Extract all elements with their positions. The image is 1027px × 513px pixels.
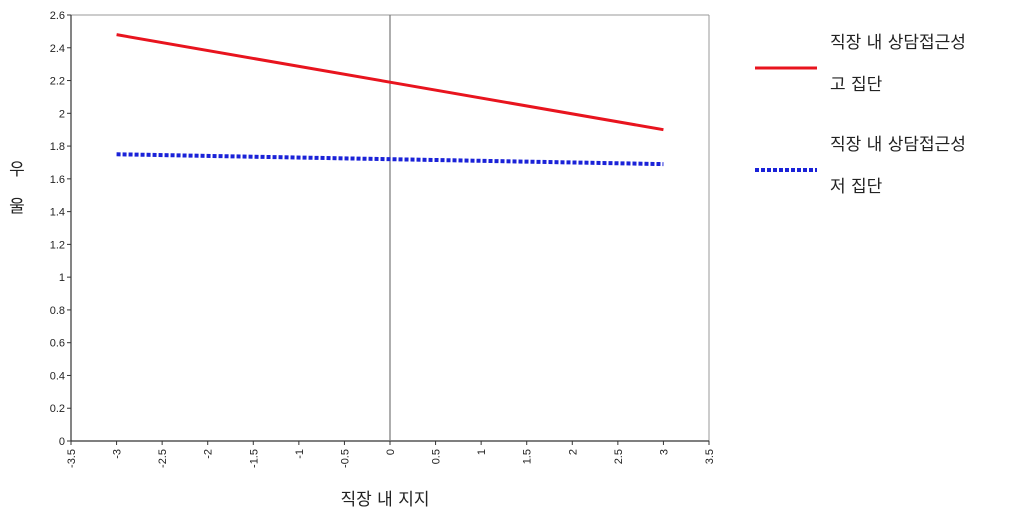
y-tick-label: 1 — [59, 272, 65, 284]
x-tick-label: -3 — [112, 449, 124, 459]
y-tick-label: 0 — [59, 436, 65, 448]
y-tick-label: 1.6 — [50, 174, 65, 186]
x-tick-label: -2 — [203, 449, 215, 459]
x-tick-label: -1.5 — [248, 449, 260, 468]
x-tick-label: 0.5 — [431, 449, 443, 464]
y-tick-label: 0.2 — [50, 403, 65, 415]
x-tick-label: -1 — [294, 449, 306, 459]
legend-item-high: 직장 내 상담접근성 고 집단 — [755, 33, 966, 95]
x-tick-label: 2 — [567, 449, 579, 455]
x-tick-label: 1 — [476, 449, 488, 455]
x-tick-label: 1.5 — [522, 449, 534, 464]
y-tick-label: 1.2 — [50, 239, 65, 251]
y-tick-label: 1.4 — [50, 207, 65, 219]
legend-label-high-line-2: 고 집단 — [830, 75, 883, 95]
x-axis-ticks: -3.5 -3 -2.5 -2 -1.5 -1 -0.5 0 0.5 1 1.5 2 2.5 3 3.5 — [66, 441, 716, 468]
x-axis-title: 직장 내 지지 — [340, 490, 429, 510]
y-axis-title-part-2: 울 — [9, 197, 25, 217]
y-axis-ticks: 0 0.2 0.4 0.6 0.8 1 1.2 1.4 1.6 1.8 2 2.2 2.4 2.6 — [50, 10, 71, 448]
legend-label-high-line-1: 직장 내 상담접근성 — [830, 33, 966, 53]
y-tick-label: 0.8 — [50, 305, 65, 317]
legend-label-low-line-2: 저 집단 — [830, 177, 883, 197]
y-tick-label: 0.6 — [50, 338, 65, 350]
legend-label-low-line-1: 직장 내 상담접근성 — [830, 135, 966, 155]
x-tick-label: 2.5 — [613, 449, 625, 464]
y-tick-label: 2.6 — [50, 10, 65, 22]
y-tick-label: 2.2 — [50, 76, 65, 88]
x-tick-label: -3.5 — [66, 449, 78, 468]
series-layer — [116, 33, 664, 167]
y-tick-label: 2.4 — [50, 43, 65, 55]
y-tick-label: 2 — [59, 108, 65, 120]
legend-item-low: 직장 내 상담접근성 저 집단 — [755, 135, 966, 197]
x-tick-label: 0 — [385, 449, 397, 455]
y-tick-label: 1.8 — [50, 141, 65, 153]
x-tick-label: 3 — [658, 449, 670, 455]
x-tick-label: 3.5 — [704, 449, 716, 464]
x-tick-label: -0.5 — [339, 449, 351, 468]
x-tick-label: -2.5 — [157, 449, 169, 468]
y-axis-title-part-1: 우 — [9, 160, 25, 180]
legend: 직장 내 상담접근성 고 집단 직장 내 상담접근성 저 집단 — [755, 33, 966, 197]
y-tick-label: 0.4 — [50, 370, 65, 382]
